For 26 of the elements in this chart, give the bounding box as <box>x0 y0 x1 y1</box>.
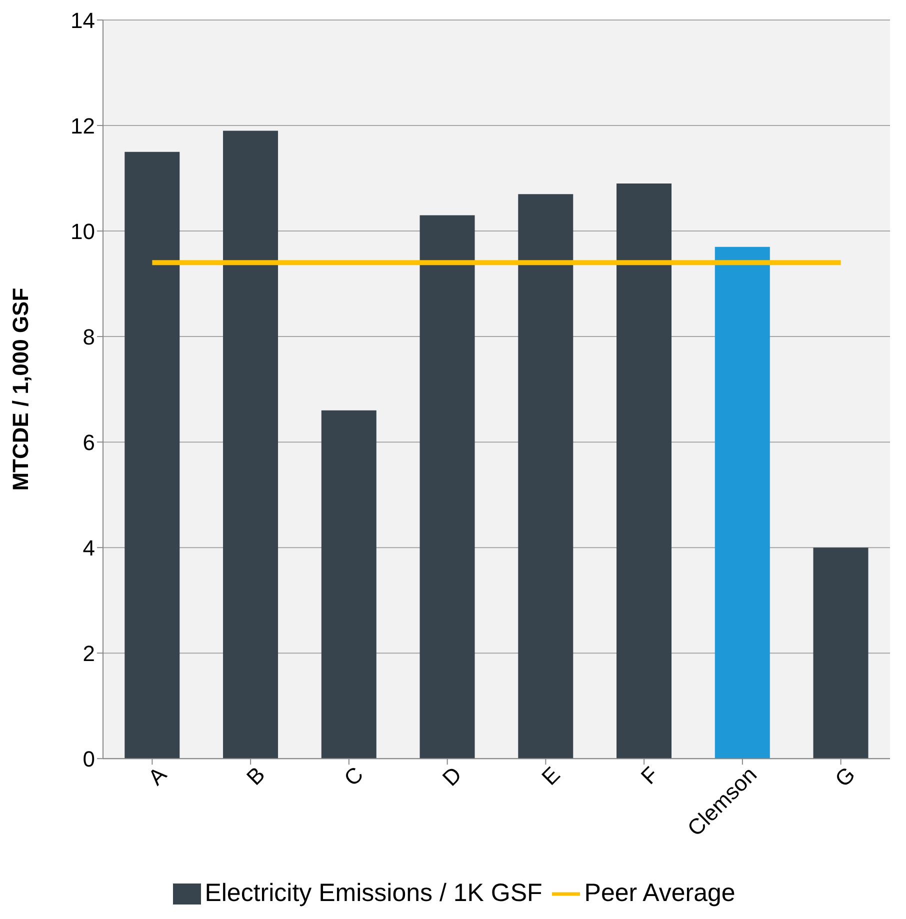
bar <box>223 130 278 759</box>
bar <box>616 184 672 759</box>
x-tick-label: A <box>143 762 172 790</box>
bar <box>321 410 376 759</box>
y-tick-label: 10 <box>70 218 95 244</box>
x-tick-label: B <box>242 762 270 790</box>
x-tick-label: C <box>339 762 368 791</box>
y-tick-label: 0 <box>82 746 95 772</box>
bar <box>714 246 770 759</box>
bar <box>518 194 574 759</box>
x-tick-label: D <box>437 762 466 791</box>
y-tick-label: 12 <box>70 113 95 138</box>
y-tick-label: 2 <box>82 640 95 666</box>
y-axis-title: MTCDE / 1,000 GSF <box>8 288 33 491</box>
bar <box>124 152 180 759</box>
y-tick-label: 6 <box>82 430 95 455</box>
bar <box>420 215 475 759</box>
legend-label: Electricity Emissions / 1K GSF <box>204 878 542 907</box>
y-tick-label: 8 <box>82 324 95 350</box>
y-tick-label: 14 <box>70 8 95 33</box>
legend-label: Peer Average <box>584 878 736 907</box>
x-tick-label: F <box>636 762 664 790</box>
bar <box>813 548 868 759</box>
y-tick-label: 4 <box>82 535 95 560</box>
x-tick-label: G <box>830 762 860 792</box>
x-tick-label: E <box>536 762 565 790</box>
